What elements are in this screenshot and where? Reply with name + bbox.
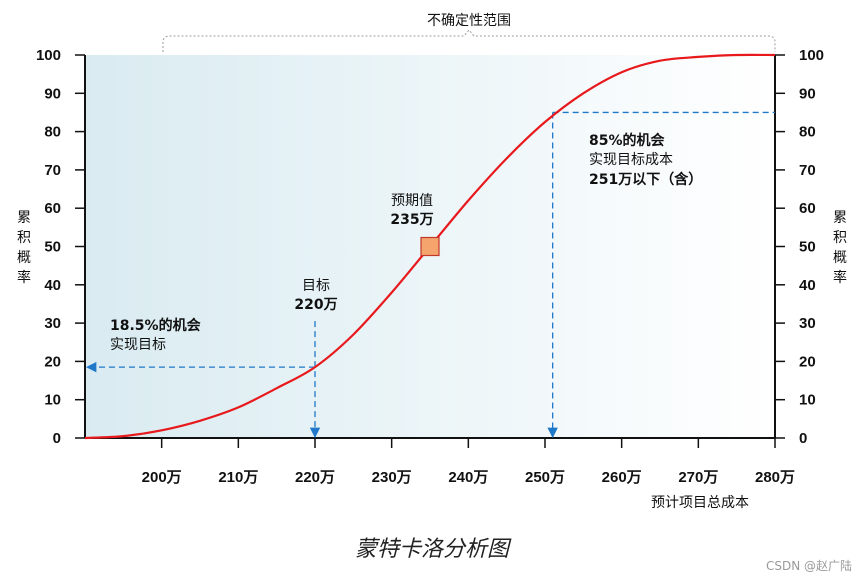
chance-85-label-2: 实现目标成本: [589, 152, 673, 168]
y-tick-label-right: 10: [799, 392, 816, 409]
axis-title-text: 累积概率: [17, 210, 31, 286]
y-tick-label-left: 100: [36, 47, 61, 64]
y-tick-label-right: 80: [799, 124, 816, 141]
expected-label-1: 预期值: [391, 193, 433, 209]
y-ticks-right: 0 10 20 30 40 50 60 70 80 90 100: [775, 47, 824, 447]
y-axis-title-left: 累积概率: [17, 210, 31, 286]
y-tick-label-right: 100: [799, 47, 824, 64]
expected-value-marker: [420, 236, 440, 257]
y-tick-label-right: 50: [799, 239, 816, 256]
y-tick-label-left: 20: [44, 353, 61, 370]
reference-lines: [85, 111, 775, 439]
y-tick-label-right: 0: [799, 430, 807, 447]
target-label-2: 220万: [294, 297, 337, 313]
x-tick-label: 280万: [755, 469, 795, 486]
y-tick-label-right: 60: [799, 200, 816, 217]
y-tick-label-left: 40: [44, 277, 61, 294]
chance-85-label-1: 85%的机会: [589, 132, 666, 149]
x-tick-label: 250万: [525, 469, 565, 486]
chance-18-label-2: 实现目标: [110, 337, 166, 353]
y-tick-label-right: 30: [799, 315, 816, 332]
y-tick-label-right: 90: [799, 85, 816, 102]
x-tick-label: 230万: [372, 469, 412, 486]
x-axis-title: 预计项目总成本: [651, 495, 749, 511]
axis-title-text: 累积概率: [833, 210, 847, 286]
y-tick-label-right: 20: [799, 353, 816, 370]
x-tick-label: 270万: [678, 469, 718, 486]
y-tick-label-left: 80: [44, 124, 61, 141]
y-tick-label-left: 10: [44, 392, 61, 409]
x-tick-label: 260万: [602, 469, 642, 486]
x-tick-label: 220万: [295, 469, 335, 486]
y-tick-label-right: 40: [799, 277, 816, 294]
x-tick-label: 240万: [448, 469, 488, 486]
x-ticks: 200万 210万 220万 230万 240万 250万 260万 270万 280万: [142, 438, 795, 486]
chance-85-label-3: 251万以下（含）: [589, 171, 702, 188]
uncertainty-bracket: [162, 29, 776, 52]
x-tick-label: 200万: [142, 469, 182, 486]
uncertainty-label: 不确定性范围: [427, 12, 511, 29]
chance-18-label-1: 18.5%的机会: [110, 317, 202, 334]
watermark: CSDN @赵广陆: [765, 559, 852, 573]
x-tick-label: 210万: [218, 469, 258, 486]
y-tick-label-left: 30: [44, 315, 61, 332]
y-tick-label-left: 60: [44, 200, 61, 217]
y-tick-label-right: 70: [799, 162, 816, 179]
y-tick-label-left: 70: [44, 162, 61, 179]
chart-title: 蒙特卡洛分析图: [354, 537, 509, 562]
y-ticks-left: 0 10 20 30 40 50 60 70 80 90 100: [36, 47, 85, 447]
y-tick-label-left: 0: [53, 430, 61, 447]
y-tick-label-left: 50: [44, 239, 61, 256]
y-tick-label-left: 90: [44, 85, 61, 102]
target-label-1: 目标: [302, 278, 330, 294]
expected-label-2: 235万: [390, 212, 433, 228]
y-axis-title-right: 累积概率: [833, 210, 847, 286]
